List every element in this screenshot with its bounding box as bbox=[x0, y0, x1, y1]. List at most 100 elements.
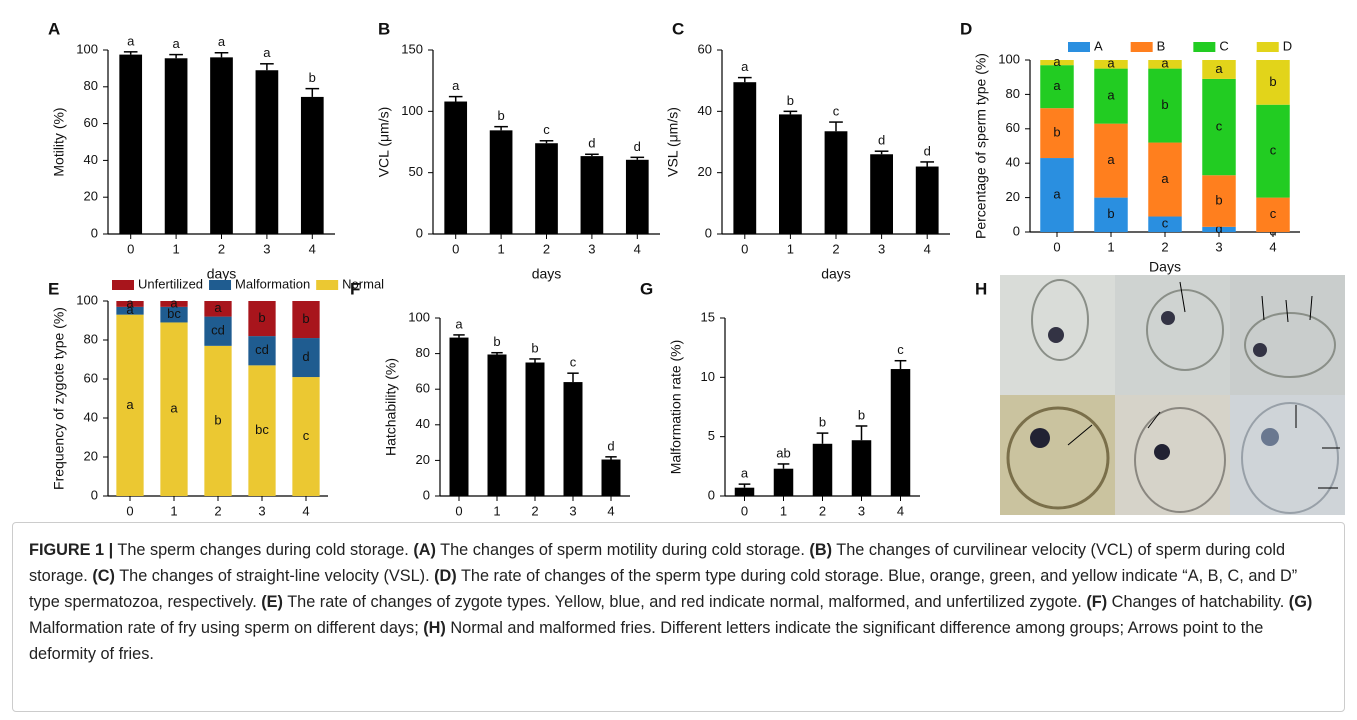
bar-segment bbox=[1094, 197, 1128, 232]
bar-segment bbox=[204, 316, 232, 346]
caption-text: Normal and malformed fries. Different le… bbox=[29, 619, 1264, 663]
bar-segment bbox=[292, 301, 320, 339]
legend-label: Malformation bbox=[235, 276, 310, 291]
bar bbox=[449, 337, 469, 496]
embryo bbox=[1134, 407, 1226, 513]
significance-letter: b bbox=[531, 340, 538, 355]
significance-letter: b bbox=[302, 311, 309, 326]
bar-segment bbox=[248, 365, 276, 496]
bar bbox=[625, 159, 649, 234]
embryo bbox=[1146, 289, 1224, 371]
panel: B 0 50 100 150 0 1 2 3 4 days VCL (μm/s) a b c d d bbox=[376, 19, 660, 282]
bar-segment bbox=[1094, 123, 1128, 198]
x-tick-label: 3 bbox=[569, 503, 576, 518]
x-tick-label: 4 bbox=[607, 503, 614, 518]
y-tick-label: 80 bbox=[84, 78, 98, 93]
y-tick-label: 60 bbox=[84, 370, 98, 385]
significance-letter: c bbox=[1162, 216, 1169, 231]
significance-letter: d bbox=[607, 438, 614, 453]
x-tick-label: 0 bbox=[127, 241, 134, 256]
y-tick-label: 0 bbox=[91, 487, 98, 502]
bar-segment bbox=[160, 301, 188, 307]
panel: A 0 20 40 60 80 100 0 1 2 3 4 days Motility (%) a a a a b bbox=[48, 19, 335, 282]
bar-segment bbox=[1256, 104, 1290, 198]
photo bbox=[1000, 395, 1115, 515]
embryo bbox=[1244, 312, 1336, 378]
significance-letter: a bbox=[1053, 78, 1061, 93]
significance-letter: d bbox=[634, 139, 641, 154]
caption-text: The sperm changes during cold storage. bbox=[113, 541, 414, 559]
y-tick-label: 100 bbox=[401, 103, 423, 118]
bar-segment bbox=[1094, 68, 1128, 124]
x-tick-label: 3 bbox=[878, 241, 885, 256]
x-axis-label: Days bbox=[1149, 259, 1181, 275]
significance-letter: ab bbox=[776, 445, 790, 460]
significance-letter: d bbox=[588, 136, 595, 151]
x-tick-label: 2 bbox=[543, 241, 550, 256]
significance-letter: b bbox=[497, 108, 504, 123]
significance-letter: a bbox=[741, 59, 749, 74]
y-tick-label: 5 bbox=[708, 428, 715, 443]
bar-segment bbox=[248, 301, 276, 337]
significance-letter: a bbox=[214, 300, 222, 315]
bar bbox=[890, 369, 911, 496]
yolk bbox=[1048, 327, 1064, 343]
significance-letter: d bbox=[924, 143, 931, 158]
panel-letter: E bbox=[48, 279, 59, 298]
x-tick-label: 1 bbox=[493, 503, 500, 518]
yolk bbox=[1261, 428, 1279, 446]
significance-letter: b bbox=[819, 415, 826, 430]
y-tick-label: 80 bbox=[416, 345, 430, 360]
x-axis-label: days bbox=[821, 266, 851, 282]
panel: F02040608010001234daysHatchability (%)ab… bbox=[350, 279, 630, 518]
legend-swatch bbox=[316, 280, 339, 290]
bar bbox=[563, 382, 583, 496]
significance-letter: b bbox=[493, 334, 500, 349]
bar-segment bbox=[116, 314, 144, 496]
y-axis-label: Motility (%) bbox=[51, 107, 67, 176]
significance-letter: b bbox=[1215, 192, 1222, 207]
caption-text: (H) bbox=[423, 619, 446, 637]
y-tick-label: 20 bbox=[84, 189, 98, 204]
bar bbox=[525, 362, 545, 496]
y-tick-label: 150 bbox=[401, 41, 423, 56]
bar bbox=[851, 440, 872, 496]
y-axis-label: Frequency of zygote type (%) bbox=[51, 307, 67, 490]
bar-segment bbox=[1202, 175, 1236, 227]
embryo bbox=[1006, 406, 1110, 510]
legend-swatch bbox=[112, 280, 134, 290]
y-tick-label: 40 bbox=[1006, 155, 1020, 170]
significance-letter: c bbox=[1216, 119, 1223, 134]
photo bbox=[1230, 395, 1345, 515]
x-axis-label: days bbox=[207, 266, 237, 282]
bar-segment bbox=[292, 338, 320, 378]
significance-letter: d bbox=[1215, 221, 1222, 236]
y-axis-label: Percentage of sperm type (%) bbox=[973, 53, 989, 239]
bar-segment bbox=[160, 322, 188, 496]
significance-letter: b bbox=[1053, 125, 1060, 140]
significance-letter: cd bbox=[255, 342, 269, 357]
x-tick-label: 0 bbox=[455, 503, 462, 518]
significance-letter: c bbox=[897, 342, 904, 357]
caption-text: Malformation rate of fry using sperm on … bbox=[29, 619, 424, 637]
bar bbox=[779, 114, 802, 234]
x-tick-label: 1 bbox=[787, 241, 794, 256]
x-tick-label: 4 bbox=[897, 503, 904, 518]
significance-letter: a bbox=[170, 295, 178, 310]
bar bbox=[487, 354, 507, 496]
x-tick-label: 4 bbox=[302, 503, 309, 518]
caption-text: (B) bbox=[809, 541, 833, 559]
panel: E02040608010001234DaysFrequency of zygot… bbox=[48, 276, 384, 518]
bar bbox=[210, 57, 233, 234]
yolk bbox=[1253, 343, 1267, 357]
significance-letter: b bbox=[1269, 74, 1276, 89]
panel-letter: D bbox=[960, 19, 972, 38]
x-tick-label: 2 bbox=[218, 241, 225, 256]
bar bbox=[915, 166, 939, 234]
bar bbox=[164, 58, 188, 234]
y-tick-label: 80 bbox=[1006, 86, 1020, 101]
x-tick-label: 4 bbox=[309, 241, 316, 256]
y-tick-label: 60 bbox=[84, 115, 98, 130]
x-tick-label: 1 bbox=[1107, 239, 1114, 254]
